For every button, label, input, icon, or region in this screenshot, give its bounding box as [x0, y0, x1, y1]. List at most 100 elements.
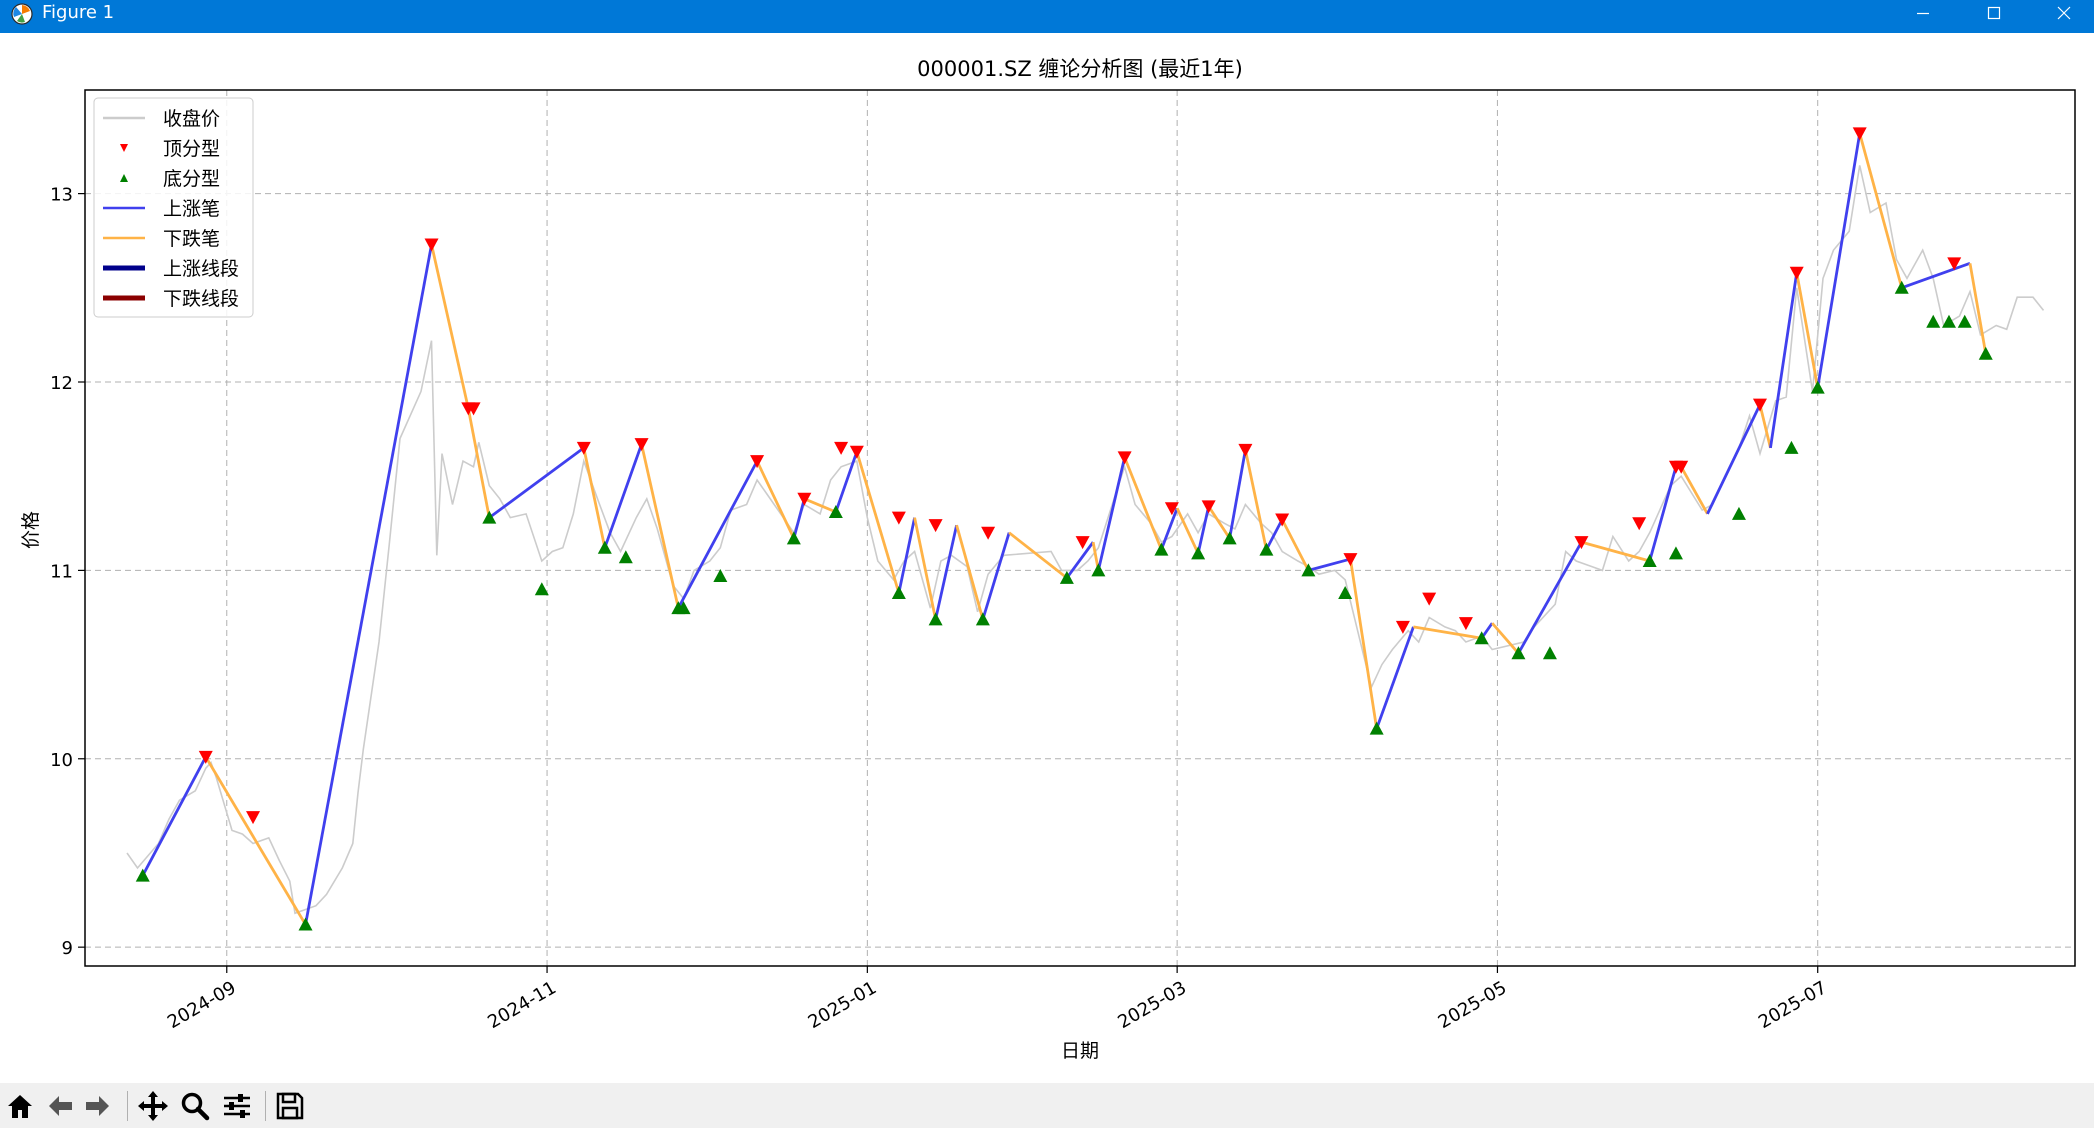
up-stroke-segment	[1097, 457, 1126, 571]
up-stroke-segment	[1160, 507, 1179, 551]
bottom-fractal-marker	[1154, 542, 1169, 556]
up-stroke-segment	[1265, 518, 1284, 551]
save-button[interactable]	[272, 1088, 308, 1124]
bottom-fractal-marker	[1191, 546, 1206, 560]
up-stroke-segment	[1648, 466, 1678, 562]
top-fractal-marker	[1164, 502, 1179, 516]
bottom-fractal-marker	[1668, 546, 1683, 560]
down-stroke-segment	[1758, 404, 1772, 449]
bottom-fractal-marker	[1941, 314, 1956, 328]
bottom-fractal-marker	[1810, 380, 1825, 394]
down-stroke-segment	[1280, 518, 1310, 572]
y-tick-label: 9	[62, 938, 73, 959]
subplots-config-icon	[224, 1094, 250, 1118]
x-tick-label: 2024-09	[164, 977, 240, 1033]
legend-label: 上涨线段	[163, 258, 239, 280]
window-title-bar: Figure 1	[0, 0, 2094, 33]
bottom-fractal-marker	[891, 585, 906, 599]
top-fractal-marker	[1632, 517, 1647, 531]
bottom-fractal-marker	[1784, 440, 1799, 454]
down-stroke-segment	[755, 460, 796, 539]
down-stroke-segment	[1123, 456, 1163, 551]
down-stroke-segment	[466, 408, 491, 518]
bottom-fractal-marker	[1731, 506, 1746, 520]
configure-subplots-button[interactable]	[219, 1088, 255, 1124]
bottom-fractal-marker	[1511, 646, 1526, 660]
down-stroke-segment	[1175, 507, 1200, 555]
y-tick-label: 13	[50, 185, 73, 206]
up-stroke-segment	[981, 532, 1011, 620]
back-button[interactable]	[42, 1088, 78, 1124]
close-button[interactable]	[2034, 0, 2094, 25]
down-stroke-segment	[1349, 558, 1379, 729]
pan-button[interactable]	[135, 1088, 171, 1124]
zoom-button[interactable]	[177, 1088, 213, 1124]
top-fractal-marker	[928, 519, 943, 533]
down-stroke-segment	[803, 497, 837, 514]
down-stroke-segment	[1008, 531, 1068, 580]
top-fractal-marker	[634, 438, 649, 452]
top-fractal-marker	[1238, 443, 1253, 457]
bottom-fractal-marker	[1894, 280, 1909, 294]
y-tick-label: 12	[50, 373, 73, 394]
minimize-button[interactable]	[1893, 0, 1953, 25]
top-fractal-marker	[1395, 620, 1410, 634]
top-fractal-marker	[1852, 127, 1867, 141]
figure-canvas[interactable]: 000001.SZ 缠论分析图 (最近1年) 9 10 11 12 13 2024-09…	[0, 33, 2094, 1083]
bottom-fractal-marker	[1259, 542, 1274, 556]
down-stroke-segment	[913, 517, 937, 620]
down-stroke-segment	[1207, 505, 1231, 540]
down-stroke-segment	[1858, 132, 1904, 289]
toolbar-separator	[127, 1091, 128, 1121]
bottom-fractal-marker	[597, 540, 612, 554]
down-stroke-segment	[1581, 540, 1651, 563]
zoom-icon	[181, 1092, 210, 1121]
maximize-button[interactable]	[1964, 0, 2024, 25]
bottom-fractal-marker	[1642, 553, 1657, 567]
bottom-fractal-marker	[1338, 585, 1353, 599]
bottom-fractal-marker	[1474, 631, 1489, 645]
home-icon	[8, 1095, 32, 1118]
top-fractal-marker	[797, 492, 812, 506]
down-stroke-segment	[640, 443, 680, 609]
maximize-icon	[1987, 6, 2001, 19]
up-stroke-segment	[792, 498, 806, 539]
bottom-fractal-marker	[1301, 563, 1316, 577]
bottom-fractal-marker	[298, 917, 313, 931]
grid	[85, 90, 2075, 966]
forward-button[interactable]	[80, 1088, 116, 1124]
chart: 000001.SZ 缠论分析图 (最近1年) 9 10 11 12 13 2024-09…	[20, 57, 2076, 1062]
up-stroke-segment	[897, 517, 916, 594]
bottom-fractal-marker	[676, 601, 691, 615]
y-tick-label: 11	[50, 561, 73, 582]
top-fractal-marker	[1947, 257, 1962, 271]
x-tick-label: 2024-11	[484, 977, 560, 1033]
window-title: Figure 1	[42, 2, 115, 23]
plot-area-frame	[84, 89, 2076, 967]
back-arrow-icon	[49, 1096, 72, 1116]
home-button[interactable]	[2, 1088, 38, 1124]
up-stroke-segment	[141, 756, 208, 877]
down-stroke-segment	[1968, 263, 1988, 354]
bottom-fractal-marker	[534, 582, 549, 596]
bottom-fractal-marker	[482, 510, 497, 524]
forward-arrow-icon	[86, 1096, 109, 1116]
top-fractal-marker	[1117, 451, 1132, 465]
legend-label: 收盘价	[163, 108, 220, 130]
down-stroke-segment	[204, 756, 307, 926]
up-stroke-segment	[1065, 541, 1095, 579]
close-icon	[2057, 6, 2071, 19]
bottom-fractal-marker	[828, 504, 843, 518]
legend-label: 下跌笔	[163, 228, 220, 250]
top-fractal-marker	[849, 445, 864, 459]
up-stroke-segment	[1375, 626, 1415, 730]
minimize-icon	[1917, 12, 1929, 14]
legend-swatch	[120, 144, 128, 152]
bottom-fractal-marker	[1091, 563, 1106, 577]
top-fractal-marker	[891, 511, 906, 525]
top-fractal-marker	[1422, 592, 1437, 606]
top-fractal-marker	[1458, 617, 1473, 631]
top-fractal-marker	[1752, 398, 1767, 412]
up-stroke-segment	[1196, 506, 1211, 554]
down-stroke-segment	[855, 451, 901, 594]
